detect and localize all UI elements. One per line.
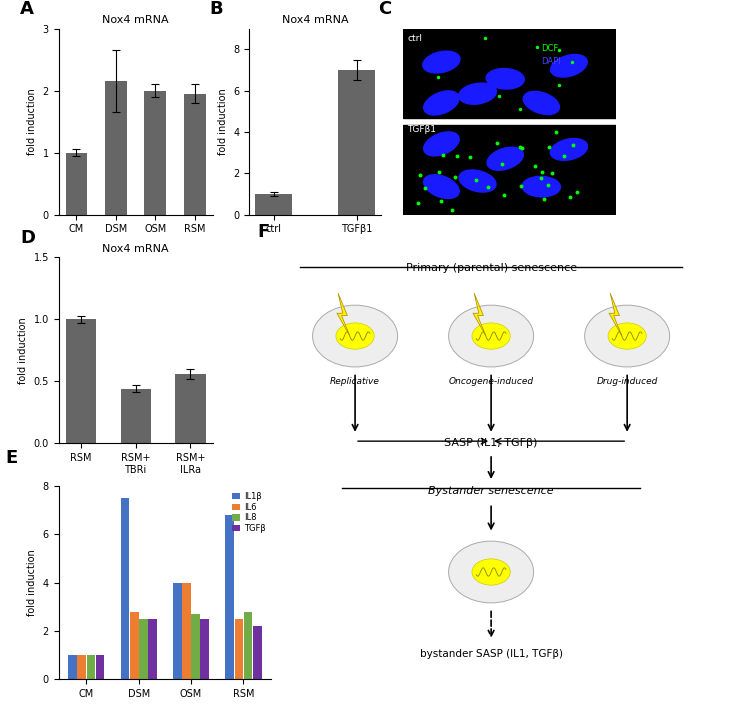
Text: B: B: [210, 0, 224, 18]
Ellipse shape: [487, 147, 523, 170]
Text: Replicative: Replicative: [330, 377, 380, 386]
Title: Nox4 mRNA: Nox4 mRNA: [282, 15, 348, 25]
Text: Oncogene-induced: Oncogene-induced: [449, 377, 534, 386]
Bar: [235, 619, 243, 679]
Text: Primary (parental) senescence: Primary (parental) senescence: [405, 263, 577, 273]
Ellipse shape: [424, 132, 459, 156]
Ellipse shape: [459, 170, 496, 192]
Bar: [139, 619, 147, 679]
Legend: IL1β, IL6, IL8, TGFβ: IL1β, IL6, IL8, TGFβ: [230, 490, 267, 535]
Bar: [78, 655, 86, 679]
Text: ctrl: ctrl: [408, 34, 422, 43]
Text: Bystander senescence: Bystander senescence: [428, 486, 554, 496]
Title: Nox4 mRNA: Nox4 mRNA: [103, 244, 169, 254]
Bar: [66, 152, 87, 214]
Ellipse shape: [312, 305, 397, 367]
Ellipse shape: [585, 305, 670, 367]
Bar: [86, 655, 95, 679]
Bar: [105, 82, 127, 214]
Bar: [243, 612, 252, 679]
Bar: [148, 619, 157, 679]
Ellipse shape: [472, 323, 510, 349]
Bar: [191, 614, 200, 679]
Bar: [403, 29, 616, 118]
Bar: [66, 320, 96, 443]
Ellipse shape: [424, 91, 459, 115]
Y-axis label: fold induction: fold induction: [27, 88, 37, 155]
Text: E: E: [6, 449, 18, 467]
Bar: [144, 91, 166, 214]
Ellipse shape: [522, 177, 561, 197]
Text: D: D: [21, 229, 35, 247]
Y-axis label: fold induction: fold induction: [218, 88, 228, 155]
Bar: [201, 619, 209, 679]
Bar: [173, 583, 182, 679]
Bar: [96, 655, 105, 679]
Bar: [255, 194, 292, 214]
Ellipse shape: [608, 323, 647, 349]
Text: A: A: [21, 0, 34, 18]
Ellipse shape: [423, 51, 460, 73]
Text: F: F: [257, 223, 270, 242]
Title: Nox4 mRNA: Nox4 mRNA: [103, 15, 169, 25]
Text: DAPI: DAPI: [541, 57, 561, 66]
Bar: [130, 612, 139, 679]
Ellipse shape: [449, 541, 534, 603]
Ellipse shape: [550, 54, 587, 77]
Bar: [225, 515, 234, 679]
Polygon shape: [473, 293, 486, 335]
Bar: [253, 626, 262, 679]
Text: SASP (IL1, TGFβ): SASP (IL1, TGFβ): [444, 438, 538, 448]
Ellipse shape: [449, 305, 534, 367]
Text: C: C: [377, 0, 391, 18]
Polygon shape: [609, 293, 622, 335]
Bar: [184, 94, 205, 214]
Text: Drug-induced: Drug-induced: [597, 377, 658, 386]
Bar: [120, 389, 151, 443]
Bar: [175, 374, 205, 443]
Ellipse shape: [550, 139, 588, 160]
Bar: [121, 498, 129, 679]
Bar: [403, 125, 616, 214]
Text: bystander SASP (IL1, TGFβ): bystander SASP (IL1, TGFβ): [419, 649, 563, 659]
Polygon shape: [337, 293, 350, 335]
Text: TGFβ1: TGFβ1: [408, 125, 436, 134]
Ellipse shape: [472, 559, 510, 585]
Ellipse shape: [459, 83, 496, 104]
Bar: [338, 70, 375, 214]
Ellipse shape: [424, 174, 460, 199]
Ellipse shape: [336, 323, 375, 349]
Bar: [183, 583, 191, 679]
Ellipse shape: [486, 69, 524, 89]
Ellipse shape: [523, 92, 559, 114]
Y-axis label: fold induction: fold induction: [27, 549, 37, 616]
Y-axis label: fold induction: fold induction: [18, 317, 28, 384]
Bar: [68, 655, 77, 679]
Text: DCF: DCF: [541, 44, 559, 53]
